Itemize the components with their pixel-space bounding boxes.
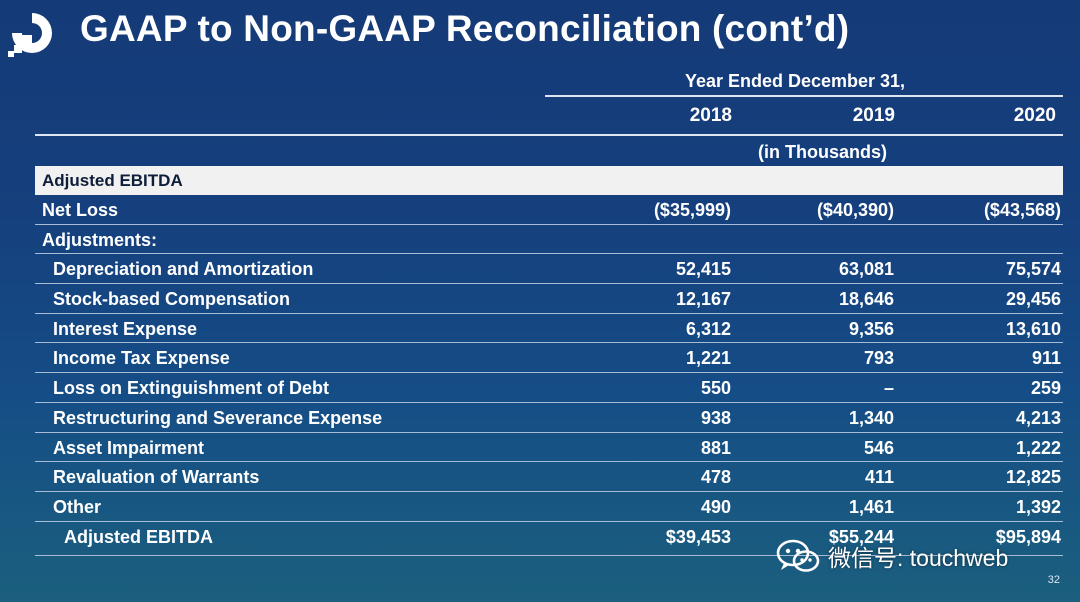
section-band [35, 166, 1063, 195]
table-row: Income Tax Expense 1,221 793 911 [35, 343, 1063, 374]
watermark-text: 微信号: touchweb [828, 545, 1009, 571]
row-label: Income Tax Expense [53, 348, 230, 369]
cell-2020: 29,456 [1005, 289, 1061, 310]
period-divider [545, 95, 1063, 97]
cell-2020: $95,894 [995, 526, 1061, 547]
header-divider [35, 134, 1063, 136]
cell-2020: 911 [1031, 348, 1061, 369]
cell-2018: 938 [700, 407, 731, 428]
cell-2020: ($43,568) [983, 200, 1061, 220]
row-label: Adjusted EBITDA [64, 526, 214, 547]
cell-2018: 490 [700, 496, 731, 517]
cell-2018: 881 [700, 437, 731, 458]
year-2018: 2018 [689, 105, 732, 126]
cell-2019: ($40,390) [816, 200, 894, 220]
row-label: Net Loss [42, 200, 119, 220]
table-row: Depreciation and Amortization 52,415 63,… [35, 254, 1063, 285]
watermark: 微信号: touchweb [776, 539, 1008, 573]
cell-2019: 9,356 [848, 318, 894, 339]
year-2019: 2019 [852, 105, 895, 126]
row-label: Loss on Extinguishment of Debt [53, 378, 330, 399]
row-label: Depreciation and Amortization [53, 259, 314, 280]
total-row: Adjusted EBITDA $39,453 $55,244 $95,894 [35, 522, 1063, 552]
cell-2019: 1,340 [848, 407, 894, 428]
cell-2018: 1,221 [685, 348, 731, 369]
cell-2018: 12,167 [675, 289, 731, 310]
cell-2018: 6,312 [685, 318, 731, 339]
cell-2018: $39,453 [665, 526, 731, 547]
cell-2018: 52,415 [675, 259, 731, 280]
cell-2018: ($35,999) [653, 200, 731, 220]
row-label: Asset Impairment [53, 437, 205, 458]
cell-2019: 546 [863, 437, 894, 458]
cell-2020: 1,392 [1015, 496, 1061, 517]
row-label: Other [53, 496, 102, 517]
table-row: Adjustments: [35, 225, 1063, 255]
cell-2019: 411 [864, 467, 894, 488]
row-label: Adjustments: [42, 229, 158, 250]
cell-2019: $55,244 [828, 526, 894, 547]
cell-2019: 793 [863, 348, 894, 369]
table-row: Other 490 1,461 1,392 [35, 492, 1063, 522]
table-row: Revaluation of Warrants 478 411 12,825 [35, 462, 1063, 492]
cell-2018: 550 [700, 378, 731, 399]
cell-2020: 4,213 [1015, 407, 1061, 428]
table-row: Net Loss ($35,999) ($40,390) ($43,568) [35, 195, 1063, 225]
cell-2020: 1,222 [1015, 437, 1061, 458]
total-divider [35, 555, 1063, 556]
cell-2019: – [883, 378, 894, 399]
table-row: Asset Impairment 881 546 1,222 [35, 433, 1063, 463]
row-label: Restructuring and Severance Expense [53, 407, 383, 428]
reconciliation-table: Net Loss ($35,999) ($40,390) ($43,568) A… [35, 195, 1063, 551]
cell-2019: 1,461 [848, 496, 894, 517]
cell-2019: 18,646 [838, 289, 894, 310]
cell-2019: 63,081 [838, 259, 894, 280]
table-row: Restructuring and Severance Expense 938 … [35, 403, 1063, 433]
cell-2020: 12,825 [1005, 467, 1061, 488]
cell-2020: 259 [1030, 378, 1061, 399]
wechat-icon [776, 539, 820, 572]
row-label: Interest Expense [53, 318, 198, 339]
period-header: Year Ended December 31, [684, 71, 906, 91]
cell-2020: 13,610 [1005, 318, 1061, 339]
cell-2020: 75,574 [1005, 259, 1061, 280]
company-logo-icon [8, 13, 52, 57]
table-row: Loss on Extinguishment of Debt 550 – 259 [35, 373, 1063, 403]
slide-title: GAAP to Non-GAAP Reconciliation (cont’d) [80, 8, 850, 49]
cell-2018: 478 [700, 467, 731, 488]
units-label: (in Thousands) [758, 142, 887, 162]
year-2020: 2020 [1013, 105, 1056, 126]
table-row: Interest Expense 6,312 9,356 13,610 [35, 314, 1063, 344]
row-label: Stock-based Compensation [53, 289, 291, 310]
table-row: Stock-based Compensation 12,167 18,646 2… [35, 284, 1063, 314]
section-title: Adjusted EBITDA [42, 171, 183, 190]
row-label: Revaluation of Warrants [53, 467, 260, 488]
page-number: 32 [1047, 574, 1060, 586]
